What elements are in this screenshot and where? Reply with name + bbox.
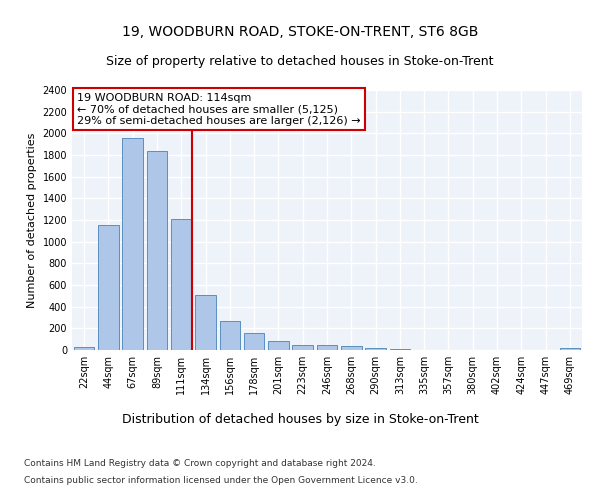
Bar <box>292 344 313 350</box>
Bar <box>560 348 580 350</box>
Text: Size of property relative to detached houses in Stoke-on-Trent: Size of property relative to detached ho… <box>106 55 494 68</box>
Text: 19 WOODBURN ROAD: 114sqm
← 70% of detached houses are smaller (5,125)
29% of sem: 19 WOODBURN ROAD: 114sqm ← 70% of detach… <box>77 92 361 126</box>
Bar <box>365 348 386 350</box>
Text: Contains HM Land Registry data © Crown copyright and database right 2024.: Contains HM Land Registry data © Crown c… <box>24 458 376 468</box>
Bar <box>122 138 143 350</box>
Bar <box>317 345 337 350</box>
Bar <box>389 349 410 350</box>
Y-axis label: Number of detached properties: Number of detached properties <box>27 132 37 308</box>
Bar <box>171 219 191 350</box>
Bar <box>74 347 94 350</box>
Text: Contains public sector information licensed under the Open Government Licence v3: Contains public sector information licen… <box>24 476 418 485</box>
Bar <box>220 322 240 350</box>
Bar <box>268 342 289 350</box>
Bar <box>98 226 119 350</box>
Bar <box>341 346 362 350</box>
Text: 19, WOODBURN ROAD, STOKE-ON-TRENT, ST6 8GB: 19, WOODBURN ROAD, STOKE-ON-TRENT, ST6 8… <box>122 25 478 39</box>
Bar <box>195 295 216 350</box>
Text: Distribution of detached houses by size in Stoke-on-Trent: Distribution of detached houses by size … <box>122 412 478 426</box>
Bar <box>244 333 265 350</box>
Bar <box>146 150 167 350</box>
